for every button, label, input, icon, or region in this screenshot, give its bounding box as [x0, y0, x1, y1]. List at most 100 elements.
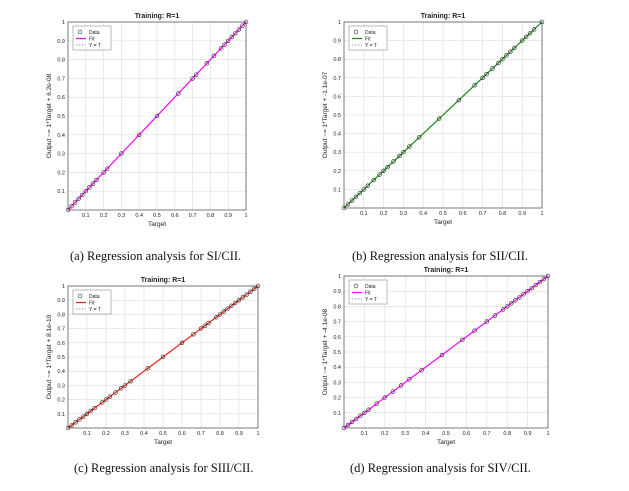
- data-point: [508, 49, 513, 54]
- data-point: [136, 132, 142, 138]
- data-point: [80, 414, 86, 419]
- data-point: [128, 378, 133, 384]
- data-point: [240, 23, 245, 28]
- data-point: [198, 326, 204, 331]
- data-point: [243, 19, 249, 25]
- legend-entry: Y = T: [89, 43, 101, 49]
- y-tick-label: 0.7: [57, 76, 65, 82]
- x-tick-label: 0.8: [216, 431, 224, 437]
- y-tick-label: 1: [338, 274, 341, 280]
- x-tick-label: 0.6: [171, 213, 179, 219]
- x-tick-label: 1: [546, 431, 549, 437]
- data-point: [90, 181, 96, 186]
- y-axis-label: Output ~= 1*Target + 6.2e-08: [46, 73, 53, 158]
- data-point: [361, 187, 366, 192]
- data-point: [353, 194, 359, 200]
- y-tick-label: 0.6: [333, 94, 341, 100]
- data-point: [512, 45, 517, 51]
- data-point: [365, 183, 370, 188]
- data-point: [191, 332, 196, 337]
- x-tick-label: 0.5: [439, 211, 447, 217]
- data-point: [94, 177, 99, 183]
- data-point: [490, 66, 495, 71]
- y-tick-label: 0.5: [333, 350, 341, 356]
- fit-line: [67, 285, 259, 429]
- data-point: [523, 34, 529, 40]
- data-point: [358, 413, 363, 419]
- data-point: [233, 300, 238, 306]
- x-tick-label: 0.4: [422, 431, 430, 437]
- data-point: [69, 422, 74, 428]
- data-point: [517, 295, 522, 300]
- data-point: [160, 354, 166, 360]
- y-tick-label: 0.9: [333, 39, 341, 45]
- data-point: [439, 352, 445, 358]
- y-tick-label: 0.4: [333, 365, 341, 371]
- y-axis-label: Output ~= 1*Target + -4.1e-08: [322, 308, 329, 395]
- y-tick-label: 1: [338, 20, 341, 26]
- data-point: [236, 27, 242, 32]
- data-point: [539, 19, 545, 25]
- data-point: [382, 395, 388, 400]
- data-point: [529, 285, 534, 291]
- data-point: [145, 366, 151, 371]
- x-tick-label: 1: [256, 431, 259, 437]
- data-point: [233, 31, 238, 36]
- data-point: [73, 420, 78, 425]
- x-tick-label: 0.1: [83, 431, 91, 437]
- x-tick-label: 0.6: [178, 431, 186, 437]
- y-tick-label: 0.4: [333, 132, 341, 138]
- chart-panel-a: 0.1 0.1 0.2 0.2 0.3 0.3 0.4 0.4 0.5 0.5 0.6 0.6 0.7 0…: [40, 0, 270, 245]
- y-tick-label: 0.1: [333, 187, 341, 193]
- y-tick-label: 0.3: [333, 150, 341, 156]
- data-point: [217, 312, 223, 317]
- data-point: [484, 71, 489, 77]
- data-point: [101, 170, 106, 175]
- y-tick-label: 0.8: [57, 58, 65, 64]
- data-point: [472, 328, 477, 333]
- regression-chart-a: 0.1 0.1 0.2 0.2 0.3 0.3 0.4 0.4 0.5 0.5 0.6 0.6 0.7 0…: [46, 13, 249, 228]
- data-point: [204, 61, 210, 66]
- axes-box: [343, 275, 549, 429]
- data-point: [525, 289, 530, 294]
- data-point: [362, 410, 367, 416]
- legend-entry: Fit: [365, 36, 371, 42]
- data-point: [460, 337, 465, 343]
- data-point: [214, 315, 219, 320]
- data-point: [190, 76, 195, 81]
- x-tick-label: 0.7: [483, 431, 491, 437]
- axes-box: [67, 285, 259, 429]
- chart-panel-d: 0.1 0.1 0.2 0.2 0.3 0.3 0.4 0.4 0.5 0.5 0.6 0.6 0.7 0…: [316, 262, 556, 460]
- y-tick-label: 0.4: [57, 369, 65, 375]
- data-point: [492, 313, 498, 318]
- data-point: [65, 425, 71, 431]
- data-point: [374, 401, 379, 406]
- chart-title: Training: R=1: [421, 13, 466, 20]
- data-point: [537, 279, 543, 285]
- data-point: [521, 292, 526, 297]
- data-point: [407, 144, 412, 149]
- data-point: [345, 422, 351, 428]
- data-point: [496, 60, 501, 66]
- caption-c: (c) Regression analysis for SIII/CII.: [74, 461, 254, 475]
- y-tick-label: 0.9: [333, 289, 341, 295]
- data-point: [240, 295, 246, 300]
- data-point: [484, 319, 490, 324]
- y-tick-label: 0.6: [57, 341, 65, 347]
- legend-data-marker: [77, 293, 83, 299]
- data-point: [419, 368, 424, 373]
- data-point: [436, 116, 442, 121]
- y-tick-label: 0.7: [333, 320, 341, 326]
- data-point: [65, 207, 71, 213]
- data-point: [77, 417, 82, 422]
- y-tick-label: 0.3: [333, 380, 341, 386]
- regression-chart-b: 0.1 0.1 0.2 0.2 0.3 0.3 0.4 0.4 0.5 0.5 0.6 0.6 0.7 0…: [322, 13, 545, 226]
- y-tick-label: 0.7: [333, 76, 341, 82]
- data-point: [104, 166, 110, 171]
- x-tick-label: 0.5: [442, 431, 450, 437]
- y-axis-label: Output ~= 1*Target + 8.1e-10: [46, 314, 53, 399]
- axes-box: [67, 21, 247, 211]
- chart-title: Training: R=1: [141, 277, 186, 284]
- y-tick-label: 0.7: [57, 327, 65, 333]
- data-point: [500, 307, 506, 312]
